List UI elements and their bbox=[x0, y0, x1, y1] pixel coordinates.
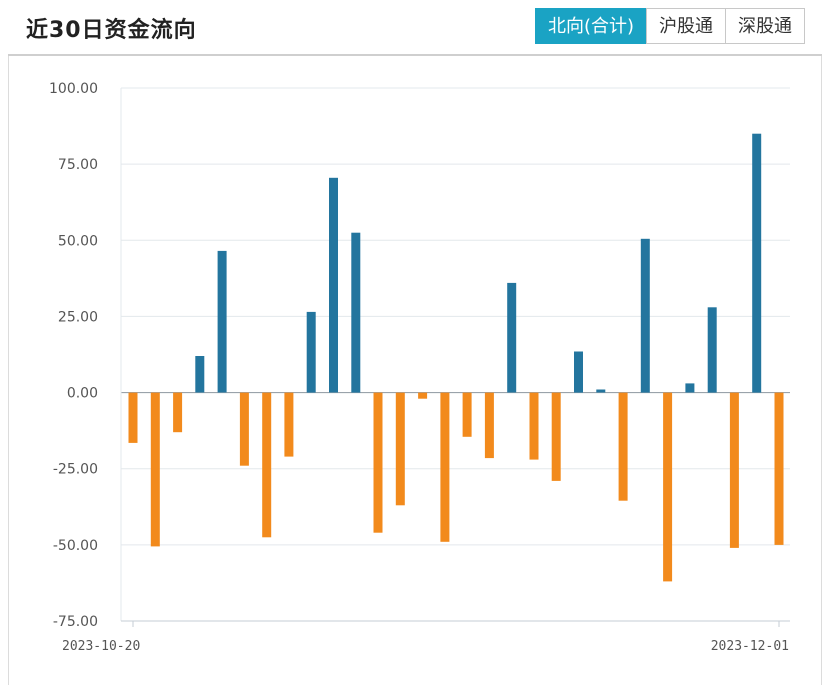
bar-inflow[interactable] bbox=[329, 177, 338, 393]
tab-northbound-total[interactable]: 北向(合计) bbox=[534, 8, 647, 44]
bar-outflow[interactable] bbox=[729, 392, 739, 548]
bar-inflow[interactable] bbox=[351, 232, 361, 393]
bar-inflow[interactable] bbox=[596, 389, 606, 393]
bar-inflow[interactable] bbox=[685, 383, 695, 393]
axes bbox=[120, 88, 790, 627]
bar-outflow[interactable] bbox=[395, 392, 405, 506]
y-tick-label: -75.00 bbox=[53, 614, 98, 630]
y-tick-label: -50.00 bbox=[53, 538, 98, 554]
y-tick-label: -25.00 bbox=[53, 462, 98, 478]
bar-outflow[interactable] bbox=[529, 392, 539, 460]
bar-inflow[interactable] bbox=[507, 282, 517, 393]
y-tick-label: 0.00 bbox=[67, 386, 98, 402]
bar-outflow[interactable] bbox=[418, 392, 428, 399]
panel-header: 近30日资金流向 北向(合计) 沪股通 深股通 bbox=[0, 0, 835, 55]
bar-outflow[interactable] bbox=[128, 392, 138, 443]
bar-outflow[interactable] bbox=[239, 392, 249, 466]
bar-inflow[interactable] bbox=[195, 356, 205, 393]
bar-outflow[interactable] bbox=[284, 392, 294, 457]
bar-inflow[interactable] bbox=[306, 311, 316, 393]
y-tick-label: 75.00 bbox=[58, 157, 98, 173]
x-start-date-label: 2023-10-20 bbox=[62, 639, 140, 654]
bar-outflow[interactable] bbox=[663, 392, 673, 582]
bar-outflow[interactable] bbox=[484, 392, 494, 459]
bar-outflow[interactable] bbox=[774, 392, 784, 545]
market-tabs: 北向(合计) 沪股通 深股通 bbox=[534, 8, 805, 44]
bar-inflow[interactable] bbox=[707, 307, 717, 393]
bar-outflow[interactable] bbox=[462, 392, 472, 437]
bar-outflow[interactable] bbox=[262, 392, 272, 538]
x-end-date-label: 2023-12-01 bbox=[711, 639, 789, 654]
y-tick-label: 100.00 bbox=[49, 81, 98, 97]
panel-title: 近30日资金流向 bbox=[26, 18, 197, 43]
bars bbox=[128, 133, 784, 582]
y-tick-label: 25.00 bbox=[58, 309, 98, 325]
tab-shenzhen-connect[interactable]: 深股通 bbox=[725, 8, 805, 44]
chart-frame bbox=[8, 56, 822, 685]
bar-outflow[interactable] bbox=[618, 392, 628, 501]
bar-outflow[interactable] bbox=[150, 392, 160, 547]
bar-inflow[interactable] bbox=[574, 351, 583, 393]
bar-outflow[interactable] bbox=[440, 392, 450, 542]
bar-outflow[interactable] bbox=[551, 392, 561, 481]
bar-inflow[interactable] bbox=[217, 250, 227, 393]
y-tick-label: 50.00 bbox=[58, 233, 98, 249]
bar-inflow[interactable] bbox=[752, 133, 762, 393]
x-axis-labels: 2023-10-20 2023-12-01 bbox=[62, 639, 789, 654]
y-axis-ticks: 100.00 75.00 50.00 25.00 0.00 -25.00 -50.00 -75… bbox=[49, 81, 98, 630]
bar-outflow[interactable] bbox=[373, 392, 383, 533]
bar-outflow[interactable] bbox=[173, 392, 183, 433]
header-divider bbox=[8, 54, 822, 56]
bar-inflow[interactable] bbox=[640, 238, 650, 393]
